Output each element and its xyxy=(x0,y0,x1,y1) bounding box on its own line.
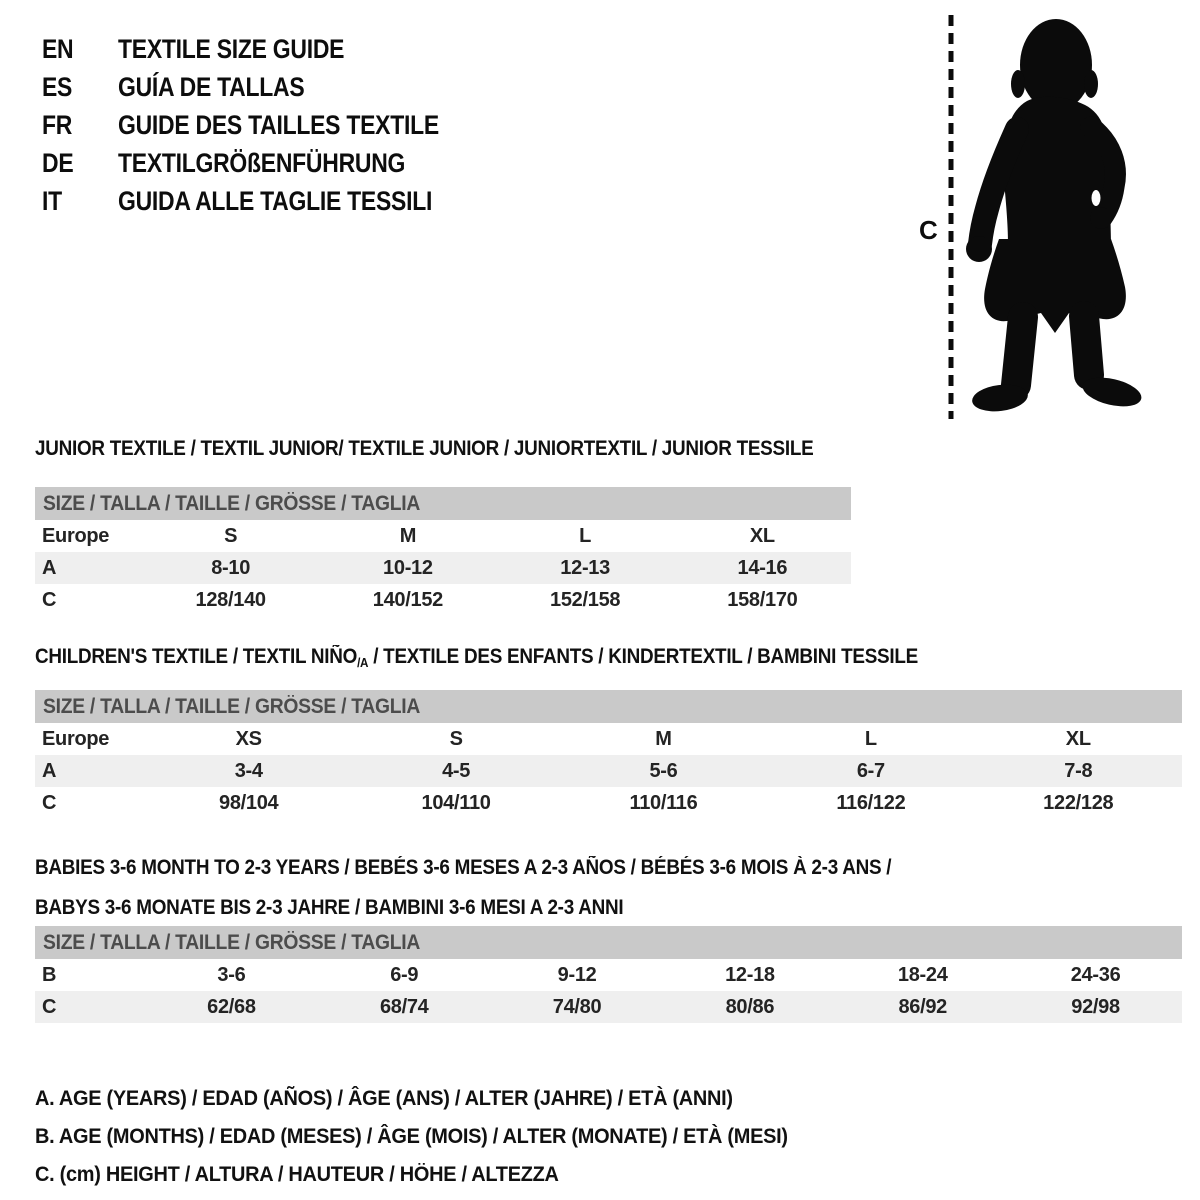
row-label: B xyxy=(42,963,57,986)
size-value-cell: 74/80 xyxy=(552,995,602,1018)
size-value-cell: 122/128 xyxy=(1043,791,1114,814)
language-row-en: EN TEXTILE SIZE GUIDE xyxy=(42,30,496,68)
legend-line-a: A. AGE (YEARS) / EDAD (AÑOS) / ÂGE (ANS)… xyxy=(35,1087,733,1110)
size-value-cell: 116/122 xyxy=(836,791,906,814)
row-label: C xyxy=(42,588,57,611)
language-row-de: DE TEXTILGRÖßENFÜHRUNG xyxy=(42,144,496,182)
babies-size-table: SIZE / TALLA / TAILLE / GRÖSSE / TAGLIA … xyxy=(35,926,1182,1023)
size-label-cell: XL xyxy=(1065,727,1091,750)
junior-grid: Europe S M L XL A 8-10 10-12 12-13 14-16… xyxy=(35,520,851,616)
children-section-title: CHILDREN'S TEXTILE / TEXTIL NIÑO/A / TEX… xyxy=(35,645,918,670)
size-value-cell: 18-24 xyxy=(897,963,948,986)
language-title: GUÍA DE TALLAS xyxy=(118,71,305,102)
size-value-cell: 10-12 xyxy=(383,556,433,579)
junior-section-title: JUNIOR TEXTILE / TEXTIL JUNIOR/ TEXTILE … xyxy=(35,437,814,460)
size-value-cell: 5-6 xyxy=(649,759,678,782)
size-value-cell: 24-36 xyxy=(1070,963,1121,986)
size-value-cell: 3-4 xyxy=(234,759,263,782)
nino-a-subscript: /A xyxy=(357,655,369,670)
size-value-cell: 6-7 xyxy=(856,759,885,782)
size-value-cell: 140/152 xyxy=(372,588,444,611)
size-value-cell: 12-13 xyxy=(560,556,610,579)
language-title: GUIDA ALLE TAGLIE TESSILI xyxy=(118,185,433,216)
row-label: Europe xyxy=(42,727,110,750)
size-value-cell: 68/74 xyxy=(379,995,429,1018)
size-label-cell: M xyxy=(399,524,417,547)
toddler-silhouette xyxy=(966,19,1142,412)
language-title-list: EN TEXTILE SIZE GUIDE ES GUÍA DE TALLAS … xyxy=(42,30,496,220)
size-value-cell: 7-8 xyxy=(1064,759,1093,782)
junior-size-header-bar: SIZE / TALLA / TAILLE / GRÖSSE / TAGLIA xyxy=(35,487,851,520)
table-row-age: A 3-4 4-5 5-6 6-7 7-8 xyxy=(35,755,1182,787)
size-value-cell: 6-9 xyxy=(390,963,419,986)
language-row-fr: FR GUIDE DES TAILLES TEXTILE xyxy=(42,106,496,144)
size-value-cell: 62/68 xyxy=(207,995,256,1018)
language-row-es: ES GUÍA DE TALLAS xyxy=(42,68,496,106)
babies-section-title: BABIES 3-6 MONTH TO 2-3 YEARS / BEBÉS 3-… xyxy=(35,848,986,928)
size-label-cell: XL xyxy=(749,524,775,547)
legend-line-b: B. AGE (MONTHS) / EDAD (MESES) / ÂGE (MO… xyxy=(35,1125,788,1148)
babies-title-line-1: BABIES 3-6 MONTH TO 2-3 YEARS / BEBÉS 3-… xyxy=(35,856,892,879)
size-value-cell: 9-12 xyxy=(557,963,597,986)
size-label-cell: L xyxy=(864,727,877,750)
legend-line-c: C. (cm) HEIGHT / ALTURA / HAUTEUR / HÖHE… xyxy=(35,1163,559,1186)
row-label: A xyxy=(42,556,57,579)
language-code: DE xyxy=(42,147,74,178)
size-value-cell: 158/170 xyxy=(727,588,798,611)
size-value-cell: 86/92 xyxy=(898,995,947,1018)
children-size-header-bar: SIZE / TALLA / TAILLE / GRÖSSE / TAGLIA xyxy=(35,690,1182,723)
size-value-cell: 8-10 xyxy=(211,556,251,579)
size-label-cell: M xyxy=(655,727,672,750)
height-measure-dashed-line xyxy=(948,15,954,419)
row-label: Europe xyxy=(42,524,110,547)
table-row-height: C 128/140 140/152 152/158 158/170 xyxy=(35,584,851,616)
size-label-cell: XS xyxy=(235,727,262,750)
measure-legend: A. AGE (YEARS) / EDAD (AÑOS) / ÂGE (ANS)… xyxy=(35,1080,827,1194)
children-grid: Europe XS S M L XL A 3-4 4-5 5-6 6-7 7-8… xyxy=(35,723,1182,819)
language-code: IT xyxy=(42,185,62,216)
table-row-height: C 98/104 104/110 110/116 116/122 122/128 xyxy=(35,787,1182,819)
size-value-cell: 110/116 xyxy=(629,791,698,814)
row-label: C xyxy=(42,791,57,814)
size-value-cell: 98/104 xyxy=(219,791,279,814)
size-value-cell: 4-5 xyxy=(442,759,471,782)
babies-grid: B 3-6 6-9 9-12 12-18 18-24 24-36 C 62/68… xyxy=(35,959,1182,1023)
babies-size-header-bar: SIZE / TALLA / TAILLE / GRÖSSE / TAGLIA xyxy=(35,926,1182,959)
size-value-cell: 14-16 xyxy=(737,556,788,579)
size-value-cell: 128/140 xyxy=(195,588,267,611)
language-row-it: IT GUIDA ALLE TAGLIE TESSILI xyxy=(42,182,496,220)
size-label-cell: S xyxy=(224,524,238,547)
table-row-europe: Europe S M L XL xyxy=(35,520,851,552)
babies-title-line-2: BABYS 3-6 MONATE BIS 2-3 JAHRE / BAMBINI… xyxy=(35,896,624,919)
height-measure-label: C xyxy=(919,215,938,245)
language-title: TEXTILGRÖßENFÜHRUNG xyxy=(118,147,406,178)
size-value-cell: 152/158 xyxy=(550,588,621,611)
row-label: A xyxy=(42,759,57,782)
language-code: ES xyxy=(42,71,73,102)
size-value-cell: 104/110 xyxy=(421,791,491,814)
table-row-height: C 62/68 68/74 74/80 80/86 86/92 92/98 xyxy=(35,991,1182,1023)
table-row-age-months: B 3-6 6-9 9-12 12-18 18-24 24-36 xyxy=(35,959,1182,991)
language-code: EN xyxy=(42,33,74,64)
language-title: TEXTILE SIZE GUIDE xyxy=(118,33,345,64)
language-code: FR xyxy=(42,109,73,140)
size-value-cell: 12-18 xyxy=(725,963,775,986)
size-label-cell: L xyxy=(579,524,592,547)
table-row-age: A 8-10 10-12 12-13 14-16 xyxy=(35,552,851,584)
junior-size-table: SIZE / TALLA / TAILLE / GRÖSSE / TAGLIA … xyxy=(35,487,851,616)
row-label: C xyxy=(42,995,57,1018)
size-label-cell: S xyxy=(449,727,463,750)
table-row-europe: Europe XS S M L XL xyxy=(35,723,1182,755)
children-size-table: SIZE / TALLA / TAILLE / GRÖSSE / TAGLIA … xyxy=(35,690,1182,819)
size-value-cell: 80/86 xyxy=(725,995,775,1018)
size-value-cell: 92/98 xyxy=(1071,995,1120,1018)
language-title: GUIDE DES TAILLES TEXTILE xyxy=(118,109,439,140)
size-value-cell: 3-6 xyxy=(217,963,246,986)
